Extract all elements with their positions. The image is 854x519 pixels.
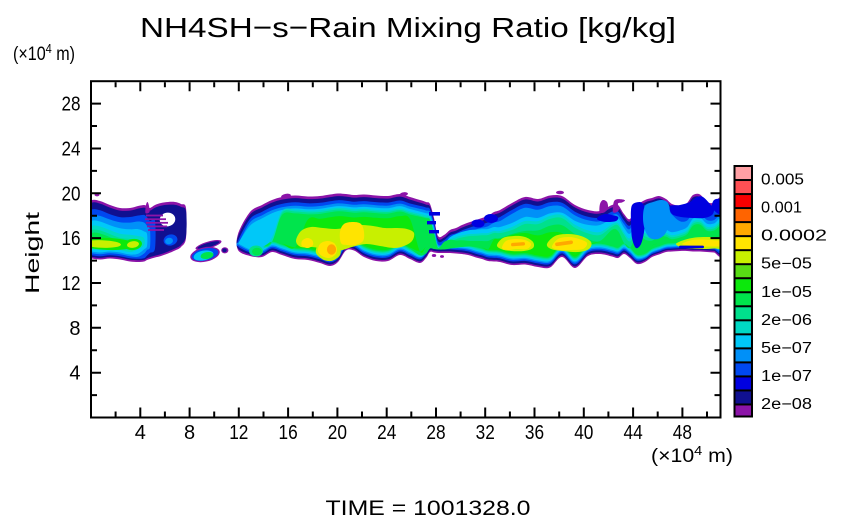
svg-text:16: 16 [279,422,298,444]
svg-text:2e−08: 2e−08 [761,396,812,413]
svg-text:24: 24 [377,422,396,444]
svg-text:5e−07: 5e−07 [761,340,812,357]
svg-text:28: 28 [426,422,445,444]
svg-text:36: 36 [525,422,544,444]
svg-text:0.001: 0.001 [761,200,802,217]
svg-text:4: 4 [69,363,80,385]
svg-text:5e−05: 5e−05 [761,256,812,273]
svg-text:20: 20 [328,422,347,444]
svg-text:(×104 m): (×104 m) [13,41,75,65]
svg-text:4: 4 [135,422,146,444]
svg-text:40: 40 [574,422,593,444]
svg-text:0.0002: 0.0002 [761,228,827,245]
svg-text:2e−06: 2e−06 [761,312,812,329]
svg-text:NH4SH−s−Rain Mixing Ratio [kg/: NH4SH−s−Rain Mixing Ratio [kg/kg] [140,12,676,43]
svg-text:12: 12 [229,422,248,444]
svg-text:16: 16 [62,228,81,250]
svg-text:24: 24 [62,139,81,161]
svg-text:28: 28 [62,94,81,116]
svg-text:1e−07: 1e−07 [761,368,812,385]
svg-text:(×104 m): (×104 m) [651,443,733,467]
svg-text:44: 44 [624,422,643,444]
svg-text:TIME = 1001328.0: TIME = 1001328.0 [326,497,531,519]
svg-text:8: 8 [184,422,195,444]
svg-text:1e−05: 1e−05 [761,284,812,301]
svg-text:0.005: 0.005 [761,172,804,189]
svg-text:Height: Height [23,211,44,294]
svg-text:12: 12 [62,273,81,295]
svg-text:8: 8 [69,318,80,340]
svg-text:32: 32 [476,422,495,444]
svg-text:48: 48 [673,422,692,444]
svg-text:20: 20 [62,183,81,205]
